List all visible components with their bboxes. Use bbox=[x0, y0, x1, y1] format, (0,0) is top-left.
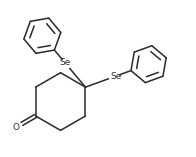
Text: Se: Se bbox=[110, 71, 122, 81]
Text: O: O bbox=[13, 123, 20, 132]
Text: Se: Se bbox=[59, 58, 70, 67]
